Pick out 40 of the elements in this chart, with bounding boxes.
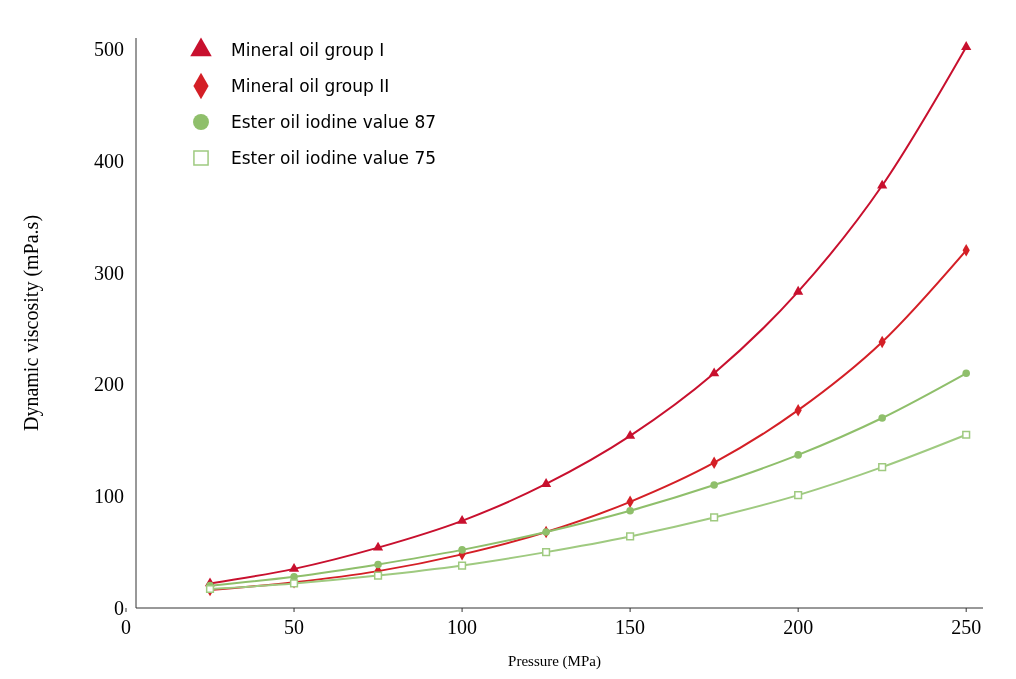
point bbox=[962, 430, 971, 439]
y-axis-title: Dynamic viscosity (mPa.s) bbox=[20, 214, 43, 432]
y-tick-label: 200 bbox=[94, 373, 124, 396]
point bbox=[794, 491, 803, 500]
point bbox=[794, 451, 802, 459]
point bbox=[458, 546, 466, 554]
point bbox=[372, 541, 384, 551]
legend-label: Mineral oil group II bbox=[231, 76, 390, 96]
point bbox=[625, 430, 636, 439]
y-tick-label: 0 bbox=[114, 597, 124, 619]
point bbox=[374, 560, 382, 569]
point bbox=[457, 561, 467, 570]
y-tick-label: 500 bbox=[94, 38, 124, 61]
point bbox=[710, 481, 718, 489]
point bbox=[626, 506, 634, 515]
point bbox=[456, 514, 468, 524]
x-axis-title: Pressure (MPa) bbox=[508, 653, 601, 670]
legend-label: Ester oil iodine value 87 bbox=[231, 112, 437, 132]
point bbox=[961, 41, 972, 50]
point bbox=[541, 478, 552, 487]
point bbox=[288, 563, 300, 572]
x-tick-label: 200 bbox=[783, 616, 814, 638]
point bbox=[878, 463, 887, 472]
x-tick-label: 150 bbox=[615, 616, 646, 638]
point bbox=[541, 548, 551, 557]
y-tick-label: 300 bbox=[94, 261, 124, 284]
point bbox=[793, 285, 804, 295]
x-tick-label: 250 bbox=[951, 616, 982, 638]
y-tick-label: 400 bbox=[94, 149, 124, 172]
point bbox=[962, 369, 970, 378]
x-tick-label: 100 bbox=[447, 616, 478, 638]
point bbox=[710, 513, 719, 522]
legend-label: Ester oil iodine value 75 bbox=[231, 148, 437, 168]
point bbox=[373, 571, 383, 580]
x-tick-label: 50 bbox=[284, 616, 305, 638]
point bbox=[626, 532, 635, 541]
legend-label: Mineral oil group I bbox=[231, 40, 385, 60]
y-tick-label: 100 bbox=[94, 485, 124, 508]
point bbox=[709, 367, 720, 377]
point bbox=[878, 414, 886, 422]
